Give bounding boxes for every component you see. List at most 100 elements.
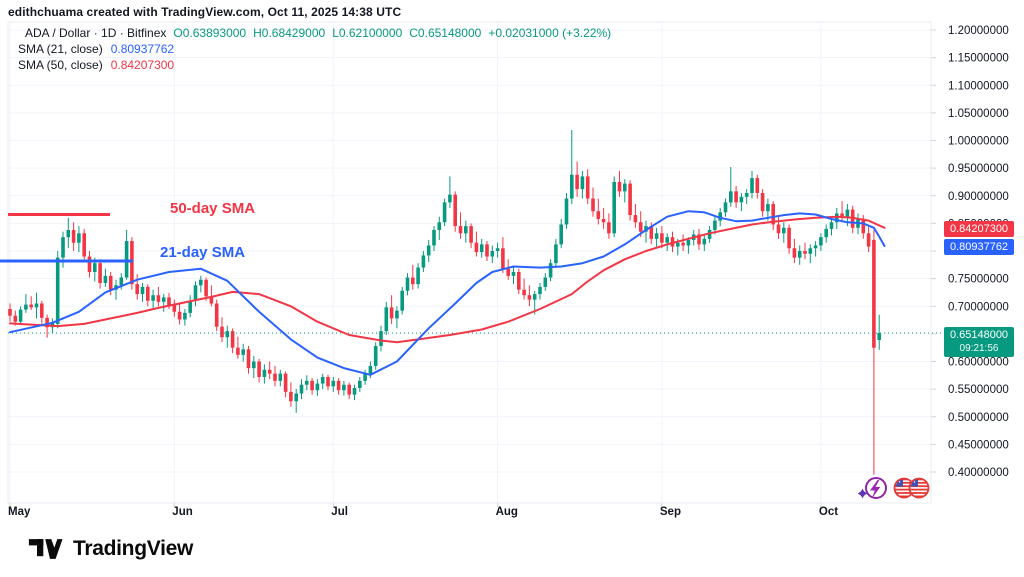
candle-body bbox=[315, 383, 320, 391]
price-tick-label: 1.05000000 bbox=[948, 108, 1009, 120]
candle-body bbox=[623, 183, 627, 192]
candle-body bbox=[559, 224, 563, 245]
candle-body bbox=[8, 309, 12, 316]
candle-body bbox=[665, 237, 669, 243]
candle-body bbox=[183, 312, 187, 320]
time-tick-label[interactable]: May bbox=[8, 506, 31, 518]
candle-body bbox=[734, 191, 738, 203]
candle-body bbox=[782, 227, 786, 234]
legend-sma21-row[interactable]: SMA (21, close) 0.80937762 bbox=[18, 41, 611, 57]
price-tick-label: 0.90000000 bbox=[948, 191, 1009, 203]
candle-body bbox=[495, 248, 500, 251]
candle-body bbox=[686, 239, 691, 246]
candle-body bbox=[140, 286, 145, 295]
candle-body bbox=[416, 267, 420, 285]
candle-body bbox=[358, 380, 362, 389]
symbol-title: ADA / Dollar · 1D · Bitfinex bbox=[25, 26, 167, 40]
candle-body bbox=[479, 244, 484, 253]
candle-body bbox=[82, 233, 86, 257]
candle-body bbox=[108, 275, 113, 290]
time-tick-label[interactable]: Oct bbox=[819, 506, 838, 518]
candle-body bbox=[464, 226, 468, 234]
candle-body bbox=[352, 388, 357, 395]
legend-symbol-row[interactable]: ADA / Dollar · 1D · Bitfinex O0.63893000 H… bbox=[18, 25, 611, 41]
candle-body bbox=[617, 181, 622, 192]
time-tick-label[interactable]: Sep bbox=[660, 506, 681, 518]
candle-body bbox=[283, 373, 288, 392]
price-tick-label: 1.20000000 bbox=[948, 25, 1009, 37]
price-tick-label: 0.55000000 bbox=[948, 384, 1009, 396]
candle-body bbox=[294, 393, 298, 402]
candle-body bbox=[363, 373, 367, 381]
us-flag-event-icon[interactable] bbox=[908, 477, 930, 499]
candle-body bbox=[612, 181, 616, 234]
candle-body bbox=[718, 212, 722, 221]
sma21-value: 0.80937762 bbox=[110, 42, 175, 56]
candle-body bbox=[501, 248, 505, 269]
candle-body bbox=[474, 242, 479, 253]
candle-body bbox=[469, 226, 473, 243]
time-tick-label[interactable]: Jul bbox=[331, 506, 348, 518]
annotation-21-day-sma-label[interactable]: 21-day SMA bbox=[160, 244, 246, 261]
legend-sma50-row[interactable]: SMA (50, close) 0.84207300 bbox=[18, 57, 611, 73]
candle-body bbox=[98, 263, 102, 284]
time-tick-label[interactable]: Jun bbox=[172, 506, 192, 518]
candle-body bbox=[607, 222, 611, 234]
candle-body bbox=[755, 178, 760, 193]
candle-body bbox=[289, 391, 293, 402]
tradingview-branding[interactable]: TradingView bbox=[28, 536, 193, 562]
candle-body bbox=[299, 384, 304, 394]
sma50-label: SMA (50, close) bbox=[18, 58, 103, 72]
candle-body bbox=[792, 248, 797, 258]
candle-body bbox=[633, 215, 638, 223]
candle-body bbox=[55, 257, 60, 324]
candle-body bbox=[50, 322, 55, 328]
lightning-event-icon[interactable] bbox=[857, 477, 887, 499]
candle-body bbox=[660, 233, 664, 243]
price-tick-label: 0.70000000 bbox=[948, 301, 1009, 313]
us-flag-event-icon[interactable] bbox=[893, 477, 915, 499]
annotation-50-day-sma-label[interactable]: 50-day SMA bbox=[170, 200, 256, 217]
sma50-value: 0.84207300 bbox=[110, 58, 175, 72]
candle-body bbox=[744, 192, 749, 197]
candle-body bbox=[543, 277, 548, 287]
ohlc-low: L0.62100000 bbox=[332, 26, 403, 40]
candle-body bbox=[262, 369, 267, 377]
time-tick-label[interactable]: Aug bbox=[496, 506, 518, 518]
candle-body bbox=[130, 241, 134, 285]
price-tick-label: 0.60000000 bbox=[948, 357, 1009, 369]
candle-body bbox=[421, 255, 426, 268]
candle-body bbox=[368, 365, 373, 374]
candle-body bbox=[209, 296, 214, 304]
candle-body bbox=[766, 204, 770, 212]
candle-body bbox=[803, 251, 807, 254]
candle-body bbox=[835, 213, 839, 223]
candle-body bbox=[379, 331, 383, 347]
candle-body bbox=[458, 226, 463, 234]
candle-body bbox=[103, 275, 108, 284]
candle-body bbox=[24, 304, 28, 310]
candle-body bbox=[522, 289, 526, 296]
candle-body bbox=[824, 228, 828, 238]
candle-body bbox=[384, 307, 389, 332]
candle-body bbox=[707, 230, 712, 239]
candle-body bbox=[877, 333, 881, 340]
candle-body bbox=[204, 279, 208, 297]
tradingview-logo-icon bbox=[28, 539, 63, 559]
last-price-value: 0.65148000 bbox=[949, 329, 1009, 341]
candle-body bbox=[787, 227, 791, 249]
candle-body bbox=[267, 369, 272, 374]
candle-body bbox=[750, 178, 754, 193]
candle-body bbox=[554, 244, 558, 264]
bar-countdown: 09:21:56 bbox=[959, 343, 999, 354]
candle-body bbox=[225, 331, 230, 338]
candle-body bbox=[66, 230, 71, 238]
candle-body bbox=[538, 286, 542, 295]
candle-body bbox=[739, 196, 744, 203]
price-tick-label: 0.45000000 bbox=[948, 439, 1009, 451]
price-tick-label: 0.95000000 bbox=[948, 163, 1009, 175]
candle-body bbox=[305, 380, 309, 385]
candle-body bbox=[257, 361, 261, 377]
candle-body bbox=[389, 307, 394, 319]
